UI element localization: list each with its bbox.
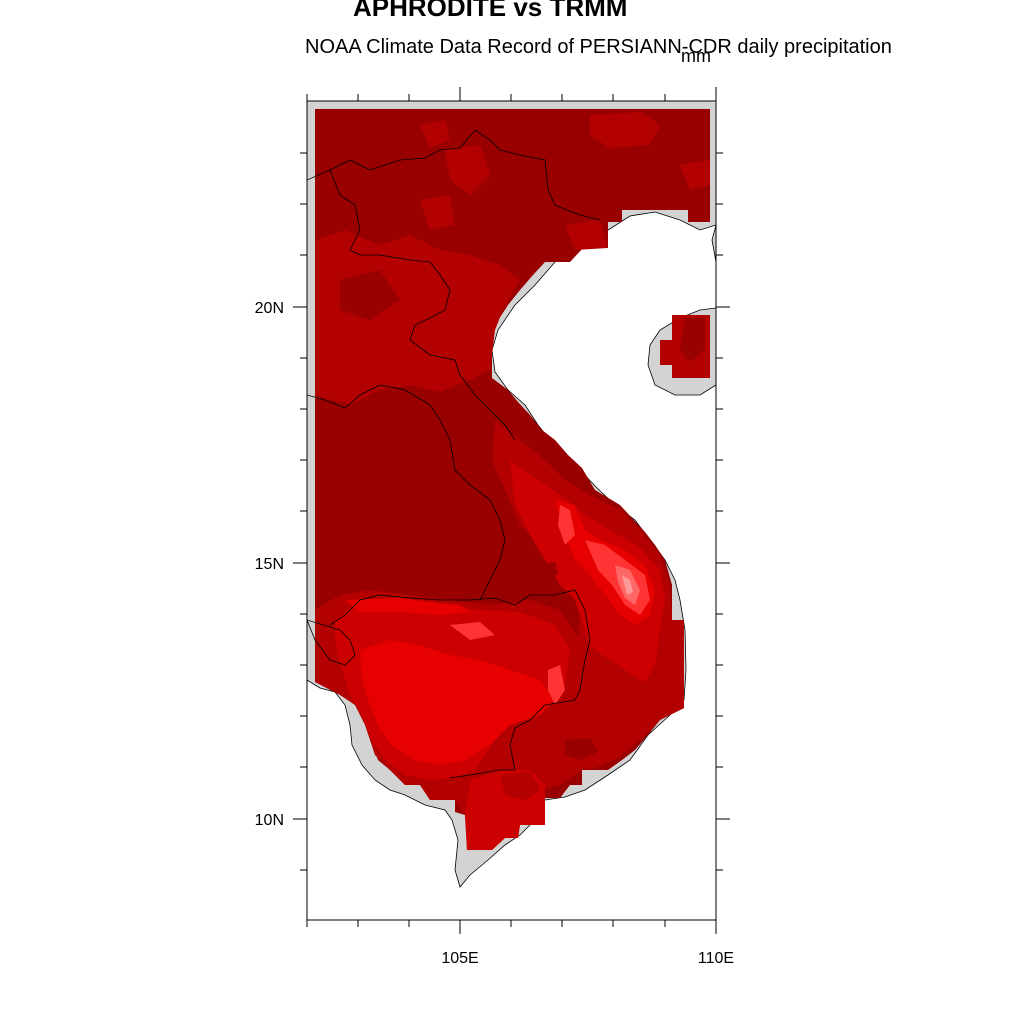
precip-north-dark-core — [340, 270, 400, 320]
axis-ticks — [293, 87, 730, 934]
precip-north-patch-2 — [445, 145, 490, 195]
precip-south-bright-2 — [450, 622, 495, 640]
precip-hainan-core — [680, 318, 705, 362]
precip-north-patch-6 — [565, 220, 608, 250]
units-label: mm — [681, 46, 711, 66]
precip-south-bright-1 — [548, 665, 565, 705]
precip-central-high-2 — [558, 505, 575, 545]
precip-south-strip — [345, 598, 470, 615]
country-borders — [307, 129, 601, 779]
precip-peak-core — [622, 575, 633, 595]
y-tick-label-20n: 20N — [255, 300, 284, 317]
precip-north-patch-1 — [590, 112, 660, 148]
china-coast — [711, 224, 716, 263]
map-subtitle: NOAA Climate Data Record of PERSIANN-CDR… — [305, 36, 892, 58]
precip-north-patch-4 — [420, 195, 455, 230]
x-tick-label-110e: 110E — [698, 950, 734, 967]
y-tick-label-10n: 10N — [255, 812, 284, 829]
precip-southeast — [575, 640, 684, 770]
precip-southeast-dark-2 — [540, 562, 558, 575]
precip-south-higher — [360, 640, 555, 765]
precip-north-patch-3 — [420, 120, 450, 148]
precip-delta-dark — [500, 772, 540, 800]
x-tick-label-105e: 105E — [441, 950, 478, 967]
y-tick-label-15n: 15N — [255, 556, 284, 573]
precip-north-patch-5 — [680, 160, 710, 190]
precip-central-mid — [510, 460, 665, 705]
precip-southeast-dark — [565, 738, 598, 760]
